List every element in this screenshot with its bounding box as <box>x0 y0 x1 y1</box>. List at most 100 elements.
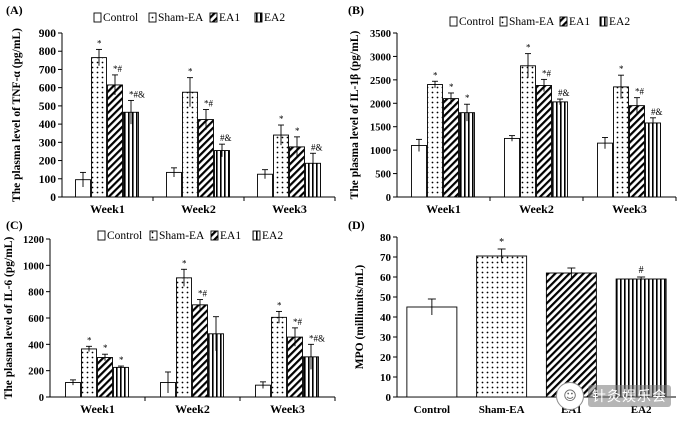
bar <box>613 86 629 198</box>
legend-swatch <box>559 16 568 27</box>
bar <box>629 105 645 198</box>
chart-panel: (D) 0 10 20 30 40 50 60 70 80 MPO (milliunits/mL) C… <box>348 218 676 416</box>
bar <box>443 98 459 198</box>
y-axis-label: The plasma level of IL-6 (pg/mL) <box>3 237 15 400</box>
panel-label: (C) <box>6 218 23 232</box>
y-tick-label: 600 <box>28 314 44 325</box>
significance-mark: * <box>87 335 92 345</box>
bar <box>198 119 214 198</box>
y-tick-label: 1200 <box>23 235 44 246</box>
bar <box>176 277 192 398</box>
significance-mark: * <box>279 114 284 124</box>
bar <box>107 84 123 198</box>
x-category-label: Week2 <box>175 402 210 416</box>
significance-mark: *# <box>113 64 123 74</box>
x-category-label: EA2 <box>631 404 652 416</box>
significance-mark: *#& <box>129 89 145 99</box>
y-tick-label: 80 <box>380 232 392 244</box>
bar <box>214 150 230 198</box>
bar <box>459 112 475 198</box>
y-tick-label: 400 <box>39 119 57 131</box>
y-tick-label: 1500 <box>370 123 391 134</box>
legend-swatch <box>449 16 458 27</box>
y-tick-label: 40 <box>380 312 392 324</box>
legend-swatch <box>97 230 106 241</box>
wechat-logo-icon: ☺ <box>556 382 584 410</box>
legend-swatch <box>499 16 508 27</box>
watermark: ☺ 针灸娱乐会 <box>556 381 684 411</box>
y-tick-label: 500 <box>375 170 391 181</box>
legend-swatch <box>252 230 261 241</box>
y-tick-label: 700 <box>39 64 57 76</box>
x-category-label: Sham-EA <box>479 404 525 416</box>
x-category-label: Week3 <box>272 202 307 216</box>
y-tick-label: 10 <box>380 372 392 384</box>
significance-mark: *# <box>204 99 214 109</box>
x-category-label: Week1 <box>80 402 115 416</box>
y-axis-label: The plasma level of TNF-α (pg/mL) <box>11 28 23 202</box>
significance-mark: # <box>639 265 644 276</box>
chart-panel: (B) 0 500 1000 1500 2000 2500 3000 3500 The plasm… <box>348 3 677 216</box>
panel-label: (D) <box>348 218 365 232</box>
y-tick-label: 2000 <box>370 99 391 110</box>
legend-label: Sham-EA <box>159 230 205 242</box>
legend-label: EA2 <box>264 12 285 24</box>
chart-panel: (A) 0 100 200 300 400 500 600 700 800 900 The plasm… <box>6 3 336 216</box>
y-axis-label: The plasma level of IL-1β (pg/mL) <box>349 31 361 200</box>
significance-mark: * <box>119 355 124 365</box>
legend-label: EA1 <box>569 16 590 28</box>
legend-swatch <box>599 16 608 27</box>
y-tick-label: 3000 <box>370 52 391 63</box>
bar <box>476 255 528 398</box>
y-tick-label: 0 <box>386 193 391 204</box>
x-category-label: Week3 <box>612 202 647 216</box>
y-tick-label: 0 <box>39 393 44 404</box>
significance-mark: *#& <box>309 333 325 343</box>
bar <box>123 111 139 198</box>
chart-panel: (C) 0 200 400 600 800 1000 1200 The plasma level… <box>3 218 336 416</box>
bar <box>520 65 536 198</box>
legend-label: EA2 <box>609 16 630 28</box>
x-category-label: Week1 <box>90 202 125 216</box>
y-axis-label: MPO (milliunits/mL) <box>354 265 366 370</box>
y-tick-label: 300 <box>39 137 57 149</box>
legend-label: EA1 <box>220 230 241 242</box>
bar <box>597 142 613 198</box>
y-tick-label: 60 <box>380 272 392 284</box>
significance-mark: * <box>295 126 300 136</box>
significance-mark: *# <box>198 289 208 299</box>
y-tick-label: 1000 <box>370 146 391 157</box>
bar <box>81 348 97 398</box>
bar <box>536 85 552 198</box>
bar <box>192 304 208 398</box>
y-tick-label: 200 <box>39 156 57 168</box>
legend-label: Sham-EA <box>509 16 555 28</box>
legend-swatch <box>254 12 263 23</box>
bar <box>271 316 287 398</box>
legend-swatch <box>210 230 219 241</box>
legend-label: Control <box>103 12 138 24</box>
y-tick-label: 2500 <box>370 76 391 87</box>
significance-mark: * <box>526 43 531 53</box>
legend-label: Control <box>107 230 142 242</box>
bar <box>91 57 107 198</box>
bar <box>545 272 597 398</box>
x-category-label: Week2 <box>181 202 216 216</box>
y-tick-label: 500 <box>39 101 57 113</box>
significance-mark: * <box>188 67 193 77</box>
legend-swatch <box>149 230 158 241</box>
legend-swatch <box>148 12 157 23</box>
panel-label: (A) <box>6 3 23 17</box>
significance-mark: * <box>103 343 108 353</box>
legend-swatch <box>93 12 102 23</box>
significance-mark: * <box>433 70 438 80</box>
significance-mark: #& <box>558 88 570 98</box>
significance-mark: * <box>97 38 102 48</box>
y-tick-label: 0 <box>50 192 56 204</box>
significance-mark: * <box>449 82 454 92</box>
y-tick-label: 3500 <box>370 29 391 40</box>
significance-mark: * <box>465 93 470 103</box>
y-tick-label: 30 <box>380 332 392 344</box>
y-tick-label: 400 <box>28 340 44 351</box>
